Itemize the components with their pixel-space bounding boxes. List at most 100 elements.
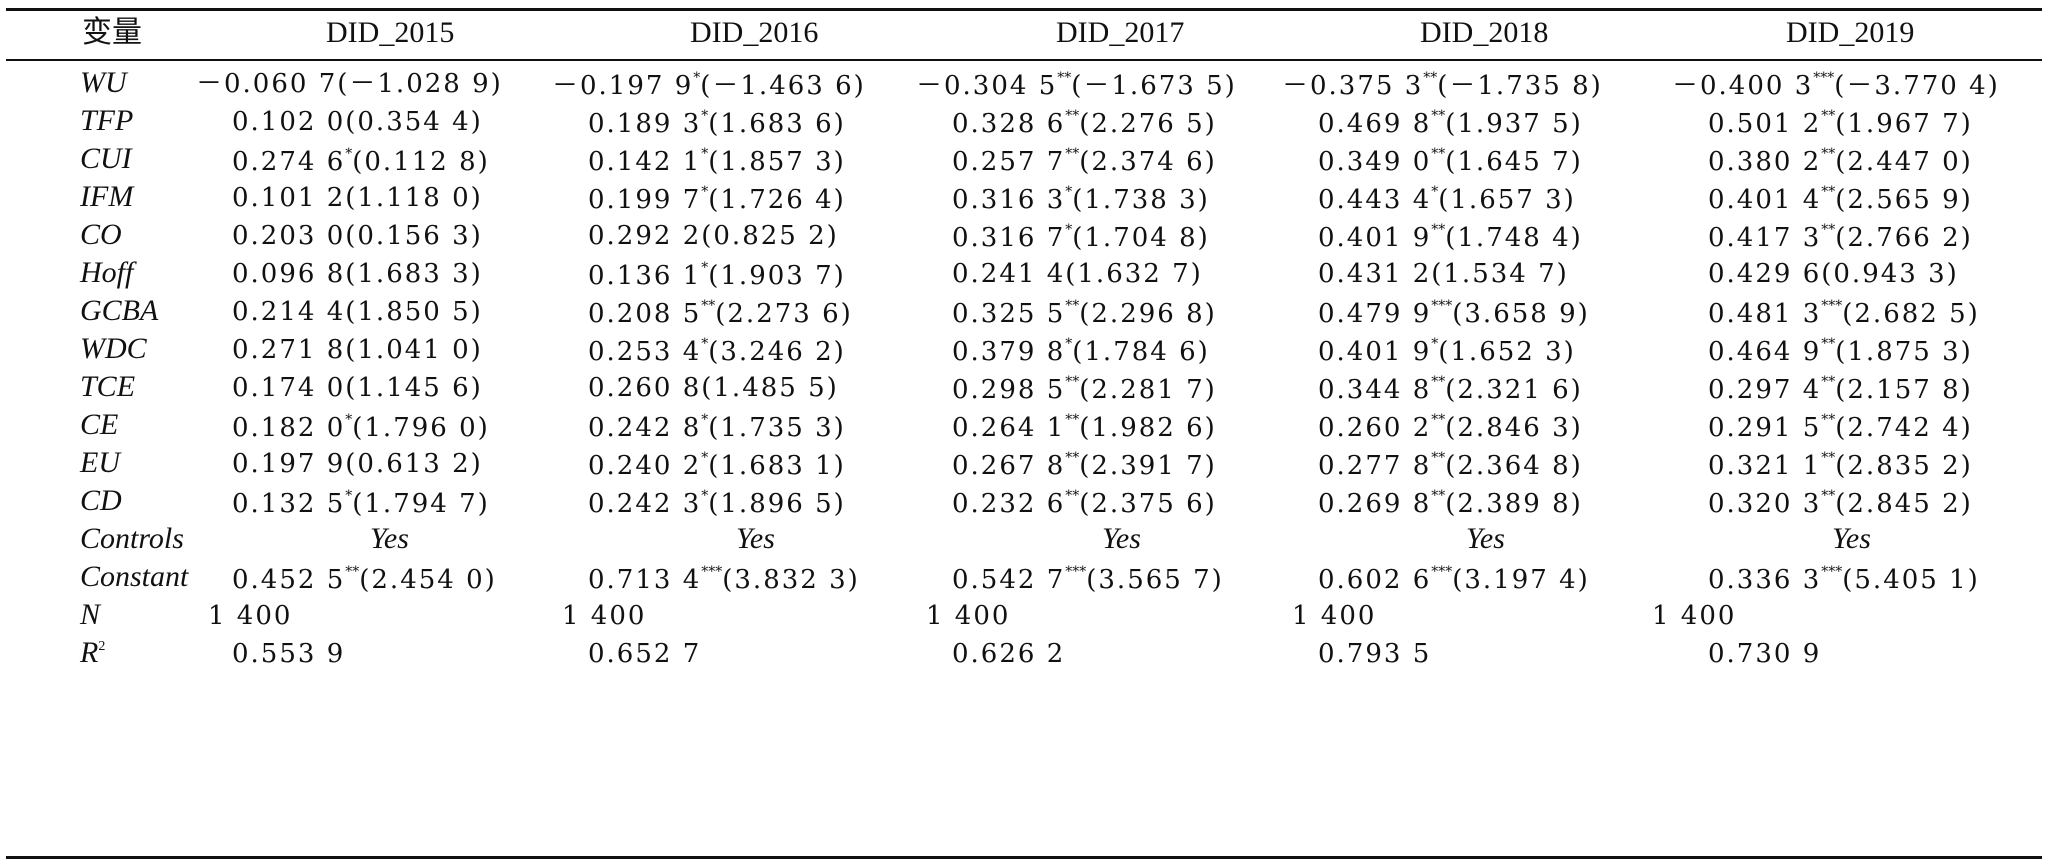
significance-stars: * [345, 146, 353, 162]
t-statistic: (2.281 7) [1079, 375, 1217, 405]
table-cell-r-4: 0.793 5 [1318, 639, 1432, 669]
table-cell-ifm-5: 0.401 4**(2.565 9) [1708, 185, 1973, 213]
coefficient: 0.452 5 [232, 565, 346, 595]
table-cell-co-3: 0.316 7*(1.704 8) [952, 223, 1210, 251]
table-cell-tce-4: 0.344 8**(2.321 6) [1318, 375, 1583, 403]
significance-stars: ** [1821, 184, 1836, 200]
t-statistic: (1.704 8) [1072, 223, 1210, 253]
t-statistic: (1.145 6) [345, 373, 483, 403]
coefficient: 0.241 4 [952, 259, 1066, 289]
table-cell-hoff-4: 0.431 2(1.534 7) [1318, 261, 1569, 287]
table-cell-gcba-3: 0.325 5**(2.296 8) [952, 299, 1217, 327]
significance-stars: *** [1431, 298, 1453, 314]
t-statistic: (2.273 6) [715, 299, 853, 329]
coefficient: 0.542 7 [952, 565, 1066, 595]
table-cell-r-2: 0.652 7 [588, 639, 702, 669]
table-cell-controls-1: Yes [370, 522, 409, 555]
significance-stars: ** [1821, 336, 1836, 352]
t-statistic: (2.766 2) [1835, 223, 1973, 253]
table-cell-constant-3: 0.542 7***(3.565 7) [952, 565, 1224, 593]
t-statistic: (3.565 7) [1086, 565, 1224, 595]
t-statistic: (1.896 5) [708, 489, 846, 519]
row-label-eu: EU [80, 446, 120, 479]
coefficient: －0.197 9 [552, 71, 694, 101]
significance-stars: *** [1431, 564, 1453, 580]
coefficient: 0.321 1 [1708, 451, 1822, 481]
significance-stars: ** [1065, 412, 1080, 428]
t-statistic: (2.157 8) [1835, 375, 1973, 405]
table-cell-tce-2: 0.260 8(1.485 5) [588, 375, 839, 401]
significance-stars: ** [1821, 108, 1836, 124]
coefficient: 0.232 6 [952, 489, 1066, 519]
table-cell-tfp-4: 0.469 8**(1.937 5) [1318, 109, 1583, 137]
table-cell-controls-3: Yes [1102, 522, 1141, 555]
significance-stars: ** [1821, 412, 1836, 428]
significance-stars: *** [701, 564, 723, 580]
t-statistic: (2.375 6) [1079, 489, 1217, 519]
table-cell-wu-4: －0.375 3**(－1.735 8) [1282, 71, 1603, 99]
coefficient: 0.096 8 [232, 259, 346, 289]
table-cell-cui-5: 0.380 2**(2.447 0) [1708, 147, 1973, 175]
t-statistic: (2.364 8) [1445, 451, 1583, 481]
t-statistic: (5.405 1) [1842, 565, 1980, 595]
t-statistic: (1.967 7) [1835, 109, 1973, 139]
table-cell-co-4: 0.401 9**(1.748 4) [1318, 223, 1583, 251]
header-did-2019: DID_2019 [1786, 16, 1915, 49]
t-statistic: (2.565 9) [1835, 185, 1973, 215]
table-cell-co-5: 0.417 3**(2.766 2) [1708, 223, 1973, 251]
significance-stars: * [701, 412, 709, 428]
coefficient: 0.269 8 [1318, 489, 1432, 519]
significance-stars: ** [1431, 108, 1446, 124]
table-cell-tce-5: 0.297 4**(2.157 8) [1708, 375, 1973, 403]
table-cell-n-2: 1 400 [562, 601, 647, 631]
t-statistic: (0.156 3) [345, 221, 483, 251]
table-cell-r-5: 0.730 9 [1708, 639, 1822, 669]
coefficient: 0.344 8 [1318, 375, 1432, 405]
t-statistic: (0.354 4) [345, 107, 483, 137]
significance-stars: ** [1821, 146, 1836, 162]
table-cell-wu-5: －0.400 3***(－3.770 4) [1672, 71, 2000, 99]
row-label-tce: TCE [80, 370, 136, 403]
row-label-controls: Controls [80, 522, 184, 555]
table-cell-gcba-2: 0.208 5**(2.273 6) [588, 299, 853, 327]
t-statistic: (1.903 7) [708, 261, 846, 291]
significance-stars: ** [1065, 108, 1080, 124]
significance-stars: * [701, 336, 709, 352]
coefficient: 0.429 6 [1708, 259, 1822, 289]
t-statistic: (2.389 8) [1445, 489, 1583, 519]
t-statistic: (1.748 4) [1445, 223, 1583, 253]
coefficient: 0.464 9 [1708, 337, 1822, 367]
t-statistic: (2.845 2) [1835, 489, 1973, 519]
t-statistic: (2.447 0) [1835, 147, 1973, 177]
t-statistic: (－1.673 5) [1071, 71, 1237, 101]
t-statistic: (3.197 4) [1452, 565, 1590, 595]
table-cell-wdc-1: 0.271 8(1.041 0) [232, 337, 483, 363]
coefficient: 0.240 2 [588, 451, 702, 481]
table-cell-cd-3: 0.232 6**(2.375 6) [952, 489, 1217, 517]
t-statistic: (1.726 4) [708, 185, 846, 215]
significance-stars: * [345, 412, 353, 428]
coefficient: 0.469 8 [1318, 109, 1432, 139]
coefficient: －0.060 7 [196, 69, 338, 99]
table-cell-ifm-3: 0.316 3*(1.738 3) [952, 185, 1210, 213]
coefficient: 0.291 5 [1708, 413, 1822, 443]
coefficient: 0.102 0 [232, 107, 346, 137]
table-cell-eu-3: 0.267 8**(2.391 7) [952, 451, 1217, 479]
t-statistic: (2.835 2) [1835, 451, 1973, 481]
table-cell-cui-3: 0.257 7**(2.374 6) [952, 147, 1217, 175]
coefficient: 0.479 9 [1318, 299, 1432, 329]
significance-stars: ** [1065, 298, 1080, 314]
significance-stars: ** [1821, 222, 1836, 238]
coefficient: 0.602 6 [1318, 565, 1432, 595]
significance-stars: * [1431, 184, 1439, 200]
table-cell-constant-2: 0.713 4***(3.832 3) [588, 565, 860, 593]
significance-stars: * [701, 260, 709, 276]
table-cell-cd-4: 0.269 8**(2.389 8) [1318, 489, 1583, 517]
coefficient: 0.189 3 [588, 109, 702, 139]
coefficient: 0.336 3 [1708, 565, 1822, 595]
coefficient: 0.260 8 [588, 373, 702, 403]
coefficient: 0.277 8 [1318, 451, 1432, 481]
t-statistic: (2.454 0) [359, 565, 497, 595]
table-cell-constant-5: 0.336 3***(5.405 1) [1708, 565, 1980, 593]
row-label-n: N [80, 598, 101, 631]
